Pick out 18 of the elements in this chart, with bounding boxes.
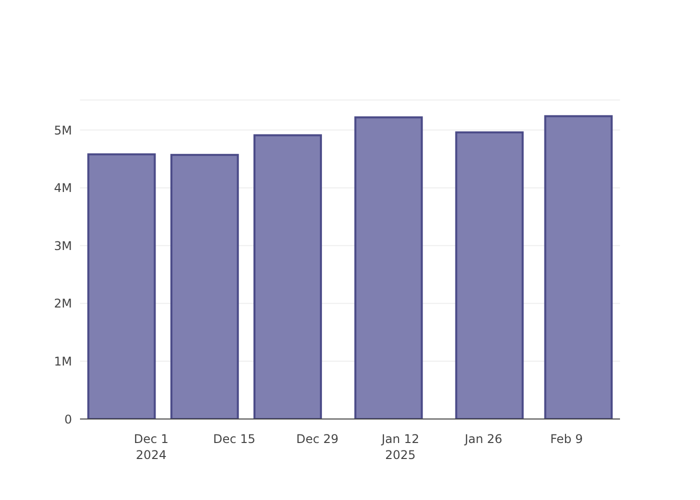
y-tick-label: 5M <box>54 123 72 138</box>
bar <box>253 134 322 419</box>
x-tick-label: Dec 29 <box>296 432 339 446</box>
bar <box>455 131 524 419</box>
y-tick-label: 3M <box>54 238 72 253</box>
y-tick-label: 0 <box>64 412 72 426</box>
x-tick-label: Jan 12 2025 <box>380 432 420 462</box>
y-tick-label: 2M <box>54 296 72 311</box>
bar <box>544 115 613 419</box>
y-tick-label: 4M <box>54 181 72 196</box>
x-tick-label: Feb 9 <box>550 432 583 446</box>
y-tick-label: 1M <box>54 354 72 368</box>
bar <box>170 154 239 419</box>
x-tick-label: Jan 26 <box>464 432 502 446</box>
x-tick-label: Dec 15 <box>213 432 256 446</box>
bar <box>87 153 156 419</box>
x-tick-label: Dec 1 2024 <box>134 432 169 462</box>
bar <box>354 116 423 419</box>
